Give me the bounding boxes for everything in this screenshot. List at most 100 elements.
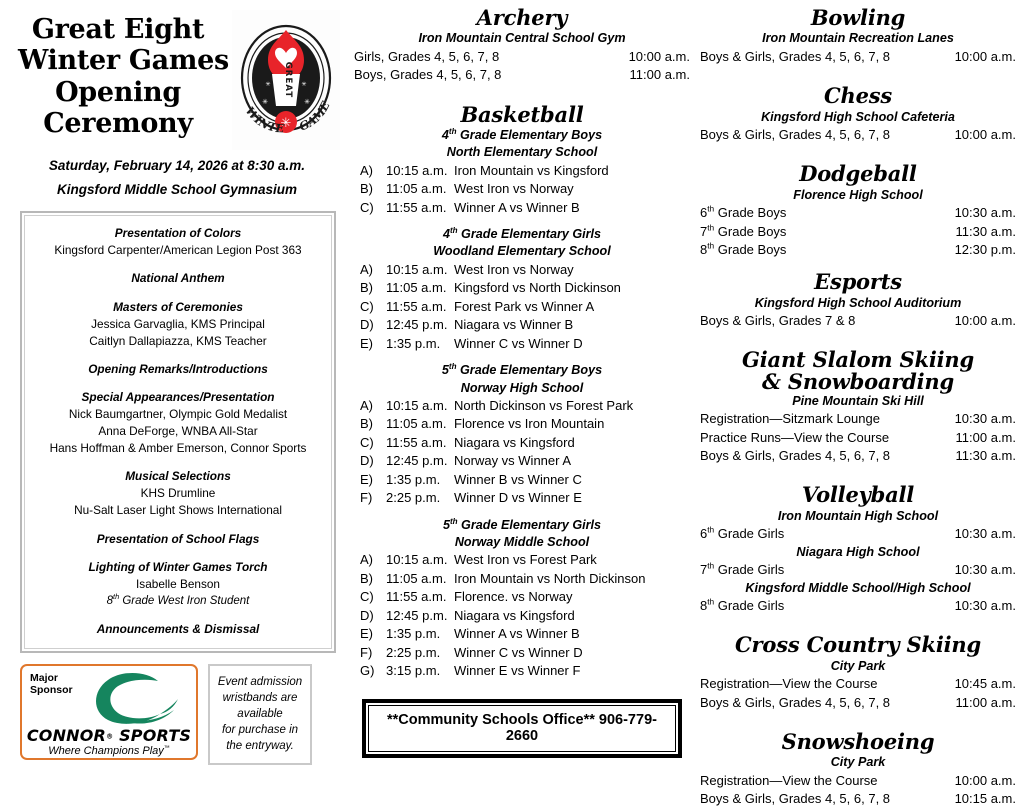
- game-letter: F): [360, 490, 373, 506]
- game-letter: G): [360, 663, 375, 679]
- game-letter: F): [360, 644, 373, 660]
- game-time: 2:25 p.m.: [386, 644, 441, 660]
- sponsor-row: Major Sponsor CONNOR® SPORTS Where Champ…: [20, 663, 346, 766]
- sport-title-line1: Giant Slalom Skiing: [742, 346, 974, 372]
- game-time: 11:55 a.m.: [386, 434, 447, 450]
- sport-title: Cross Country Skiing: [735, 632, 981, 658]
- title-line-3: Opening: [55, 76, 181, 108]
- game-time: 10:15 a.m.: [386, 552, 448, 568]
- basketball-game-row: B) 11:05 a.m. West Iron vs Norway: [354, 180, 690, 198]
- row-time: 10:00 a.m.: [954, 48, 1016, 64]
- row-label: 6th Grade Girls: [700, 524, 785, 542]
- game-time: 10:15 a.m.: [386, 162, 448, 178]
- basketball-game-row: E) 1:35 p.m. Winner A vs Winner B: [354, 625, 690, 643]
- program-sub: Caitlyn Dallapiazza, KMS Teacher: [89, 333, 267, 348]
- game-letter: C): [360, 589, 374, 605]
- sport-section-snowshoeing: Snowshoeing City Park Registration—View …: [700, 728, 1016, 809]
- event-venue: Kingsford Middle School Gymnasium: [56, 181, 298, 197]
- volleyball-venue: Iron Mountain High School: [777, 508, 939, 523]
- event-date: Saturday, February 14, 2026 at 8:30 a.m.: [48, 158, 306, 173]
- sport-title: Esports: [814, 269, 902, 295]
- schedule-row: 6th Grade Girls 10:30 a.m.: [700, 525, 1016, 543]
- game-matchup: Winner C vs Winner D: [454, 644, 583, 660]
- left-column: Great Eight Winter Games Opening Ceremon…: [8, 6, 346, 785]
- game-letter: D): [360, 317, 374, 333]
- basketball-game-row: F) 2:25 p.m. Winner C vs Winner D: [354, 644, 690, 662]
- basketball-group-grade: 5th Grade Elementary Boys: [441, 361, 603, 378]
- program-head: National Anthem: [131, 271, 225, 286]
- masthead: Great Eight Winter Games Opening Ceremon…: [8, 6, 346, 150]
- sport-title: Basketball: [460, 101, 584, 127]
- title-line-2: Winter Games: [18, 45, 229, 77]
- row-label: 8th Grade Girls: [700, 596, 785, 613]
- game-time: 11:05 a.m.: [386, 570, 447, 586]
- program-sub: Anna DeForge, WNBA All-Star: [98, 424, 258, 439]
- basketball-game-row: A) 10:15 a.m. Iron Mountain vs Kingsford: [354, 162, 690, 180]
- game-letter: A): [360, 552, 373, 568]
- row-time: 10:00 a.m.: [628, 48, 690, 64]
- schedule-row: 6th Grade Boys 10:30 a.m.: [700, 204, 1016, 222]
- sport-venue: Florence High School: [793, 187, 923, 202]
- sponsor-brand-word2: SPORTS: [119, 725, 192, 745]
- row-time: 10:00 a.m.: [954, 772, 1016, 788]
- sport-venue: Kingsford High School Cafeteria: [761, 109, 955, 124]
- game-letter: A): [360, 162, 373, 178]
- game-matchup: North Dickinson vs Forest Park: [454, 397, 634, 413]
- game-time: 12:45 p.m.: [386, 607, 448, 623]
- game-letter: B): [360, 280, 373, 296]
- game-letter: E): [360, 626, 373, 642]
- row-label: 6th Grade Boys: [700, 203, 787, 221]
- game-matchup: Winner C vs Winner D: [454, 335, 583, 351]
- wristband-line: the entryway.: [226, 739, 294, 752]
- game-matchup: West Iron vs Norway: [454, 261, 574, 277]
- game-time: 11:05 a.m.: [386, 416, 447, 432]
- sport-title-line2: & Snowboarding: [762, 368, 954, 394]
- row-time: 10:15 a.m.: [954, 791, 1016, 807]
- sport-section-bowling: Bowling Iron Mountain Recreation Lanes B…: [700, 5, 1016, 66]
- logo-word-great: GREAT: [283, 62, 293, 99]
- game-time: 11:55 a.m.: [386, 589, 447, 605]
- game-time: 11:55 a.m.: [386, 199, 447, 215]
- basketball-group-venue: Norway High School: [460, 380, 584, 395]
- schedule-row: Girls, Grades 4, 5, 6, 7, 8 10:00 a.m.: [354, 48, 690, 66]
- row-time: 11:00 a.m.: [955, 694, 1016, 710]
- volleyball-venue: Kingsford Middle School/High School: [745, 580, 971, 595]
- program-sub: KHS Drumline: [140, 486, 216, 501]
- program-head: Opening Remarks/Introductions: [88, 361, 268, 376]
- game-letter: E): [360, 335, 373, 351]
- sport-title: Snowshoeing: [781, 728, 935, 754]
- game-letter: E): [360, 471, 373, 487]
- sponsor-brand-word1: CONNOR: [26, 725, 107, 745]
- sport-venue: Kingsford High School Auditorium: [754, 295, 962, 310]
- sport-section-giant-slalom-skiing: Giant Slalom Skiing & Snowboarding Pine …: [700, 346, 1016, 466]
- basketball-game-row: B) 11:05 a.m. Kingsford vs North Dickins…: [354, 279, 690, 297]
- basketball-game-row: D) 12:45 p.m. Niagara vs Kingsford: [354, 607, 690, 625]
- row-label: Boys & Girls, Grades 4, 5, 6, 7, 8: [700, 791, 891, 807]
- schedule-row: 8th Grade Boys 12:30 p.m.: [700, 241, 1016, 259]
- program-sub: Nick Baumgartner, Olympic Gold Medalist: [68, 407, 288, 421]
- game-matchup: Forest Park vs Winner A: [454, 298, 595, 314]
- basketball-game-row: A) 10:15 a.m. West Iron vs Norway: [354, 261, 690, 279]
- sport-section-archery: Archery Iron Mountain Central School Gym…: [354, 5, 690, 85]
- basketball-game-row: E) 1:35 p.m. Winner C vs Winner D: [354, 335, 690, 353]
- sport-venue: Pine Mountain Ski Hill: [792, 393, 924, 408]
- sponsor-label-line1: Major: [30, 671, 59, 684]
- game-matchup: Iron Mountain vs North Dickinson: [454, 570, 646, 586]
- game-time: 3:15 p.m.: [386, 663, 441, 679]
- game-matchup: Niagara vs Winner B: [454, 317, 574, 333]
- game-letter: C): [360, 434, 374, 450]
- program-head: Musical Selections: [125, 469, 231, 484]
- program-head: Masters of Ceremonies: [113, 299, 243, 314]
- sport-section-volleyball: Volleyball Iron Mountain High School 6th…: [700, 483, 1016, 615]
- row-label: 8th Grade Boys: [700, 240, 787, 258]
- game-time: 1:35 p.m.: [386, 335, 441, 351]
- basketball-game-row: G) 3:15 p.m. Winner E vs Winner F: [354, 662, 690, 680]
- game-matchup: West Iron vs Norway: [454, 181, 574, 197]
- game-time: 11:05 a.m.: [386, 280, 447, 296]
- game-time: 12:45 p.m.: [386, 453, 448, 469]
- logo-badge-icon: GREAT ✳ WINTER GAMES ✳ ✳ ✳: [232, 10, 340, 150]
- program-head: Presentation of Colors: [114, 226, 242, 241]
- basketball-group-venue: Norway Middle School: [454, 534, 590, 549]
- event-subtitle: Saturday, February 14, 2026 at 8:30 a.m.…: [8, 154, 346, 201]
- game-time: 11:55 a.m.: [386, 298, 447, 314]
